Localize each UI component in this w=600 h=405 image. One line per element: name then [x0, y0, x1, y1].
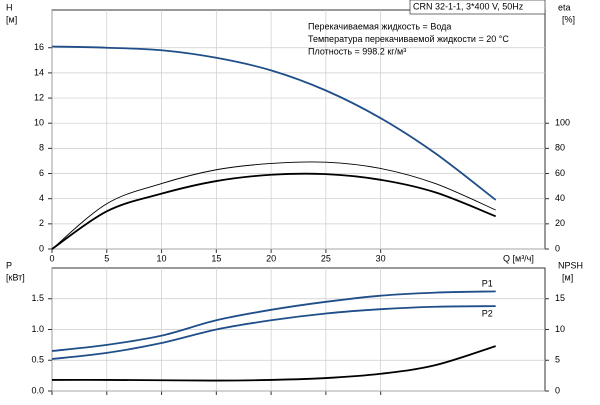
y2-tick-label: 60	[555, 168, 565, 178]
curve	[51, 305, 496, 360]
legend-label: P1	[482, 279, 493, 289]
chart-title: CRN 32-1-1, 3*400 V, 50Hz	[413, 1, 524, 11]
y-tick-label: 4	[39, 193, 44, 203]
annotation: Плотность = 998.2 кг/м³	[308, 46, 406, 56]
y2-tick-label: 80	[555, 143, 565, 153]
y-tick-label: 0.5	[31, 355, 44, 365]
curve	[51, 345, 496, 382]
y-tick-label: 1.5	[31, 293, 44, 303]
y-tick-label: 10	[34, 118, 44, 128]
legend-label: P2	[482, 309, 493, 319]
curve	[51, 45, 497, 201]
y-axis-label: P	[6, 260, 12, 270]
x-tick-label: 15	[211, 253, 221, 263]
y2-axis-unit: [%]	[562, 14, 575, 24]
y-axis-unit: [м]	[6, 14, 17, 24]
annotation: Перекачиваемая жидкость = Вода	[308, 21, 451, 31]
y2-tick-label: 5	[555, 355, 560, 365]
title-box	[409, 0, 546, 15]
y-tick-label: 6	[39, 168, 44, 178]
curve	[51, 172, 497, 250]
y2-tick-label: 20	[555, 218, 565, 228]
y2-tick-label: 0	[555, 385, 560, 395]
x-tick-label: 0	[49, 253, 54, 263]
y-tick-label: 16	[34, 42, 44, 52]
y-tick-label: 12	[34, 92, 44, 102]
y2-tick-label: 40	[555, 193, 565, 203]
x-tick-label: 20	[266, 253, 276, 263]
x-tick-label: 5	[104, 253, 109, 263]
y2-axis-label: eta	[558, 2, 571, 12]
annotation: Температура перекачиваемой жидкости = 20…	[308, 34, 509, 44]
y2-axis-label: NPSH	[558, 260, 583, 270]
x-tick-label: 30	[376, 253, 386, 263]
x-tick-label: 25	[321, 253, 331, 263]
y2-axis-unit: [м]	[562, 272, 573, 282]
x-axis-label: Q [м³/ч]	[503, 253, 534, 263]
y2-tick-label: 0	[555, 243, 560, 253]
y-tick-label: 8	[39, 143, 44, 153]
x-tick-label: 10	[157, 253, 167, 263]
curve	[51, 161, 496, 250]
y-axis-unit: [кВт]	[6, 272, 25, 282]
y-tick-label: 0	[39, 243, 44, 253]
curve	[51, 290, 496, 352]
y2-tick-label: 10	[555, 324, 565, 334]
y-tick-label: 2	[39, 218, 44, 228]
y-tick-label: 1.0	[31, 324, 44, 334]
y2-tick-label: 100	[555, 118, 570, 128]
y-axis-label: H	[6, 2, 13, 12]
y-tick-label: 0.0	[31, 385, 44, 395]
y2-tick-label: 15	[555, 293, 565, 303]
y-tick-label: 14	[34, 67, 44, 77]
